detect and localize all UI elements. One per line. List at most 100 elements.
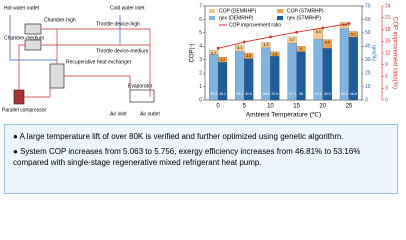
value-label: 32.6 <box>271 92 278 96</box>
figure: Hot water outlet Cold water inlet Chambe… <box>2 3 397 119</box>
legend-label: COP improvement ratio <box>229 22 281 28</box>
text-box: ● A large temperature lift of over 80K i… <box>4 124 398 194</box>
tick-label: 60 <box>365 17 371 23</box>
label: Hot water outlet <box>4 5 40 11</box>
legend-label: ηex (DEMRHP) <box>219 15 254 21</box>
tick-label: 18 <box>385 27 391 33</box>
label: Chamber-medium <box>4 35 44 41</box>
value-label: 4.5 <box>325 41 330 45</box>
y-axis-label: COP(-) <box>190 44 196 63</box>
x-tick-label: 0 <box>216 104 220 110</box>
bar <box>322 48 332 101</box>
diagram <box>9 15 155 105</box>
bar <box>313 39 323 101</box>
value-label: 42.3 <box>289 92 296 96</box>
tick-label: 15 <box>385 39 391 45</box>
label: Throttle device-medium <box>96 48 148 54</box>
tick-label: 6 <box>385 74 388 80</box>
compressor-box <box>13 89 25 105</box>
bullet-text: A large temperature lift of over 80K is … <box>19 132 344 141</box>
legend-swatch <box>209 9 215 13</box>
legend-label: COP (STMRHP) <box>287 8 324 14</box>
value-label: 38.8 <box>262 92 269 96</box>
recuperator-box <box>49 63 65 89</box>
legend-swatch <box>277 16 283 20</box>
legend-swatch <box>277 9 283 13</box>
tick-label: 24 <box>385 3 391 9</box>
evaporator-box <box>129 89 155 103</box>
value-label: 3.5 <box>246 54 251 58</box>
bar <box>244 58 254 101</box>
label: Air outlet <box>140 111 160 117</box>
bullet-text: System COP increases from 5.063 to 5.756… <box>13 147 361 167</box>
value-label: 5.1 <box>351 32 356 36</box>
value-label: 38.5 <box>324 92 331 96</box>
x-tick-label: 25 <box>346 104 353 110</box>
label: Recuperative heat exchanger <box>66 59 132 65</box>
tick-label: 21 <box>385 15 391 21</box>
value-label: 5.3 <box>316 30 321 34</box>
page: Hot water outlet Cold water inlet Chambe… <box>2 3 398 194</box>
value-label: 3.6 <box>272 53 277 57</box>
value-label: 3.7 <box>211 51 216 55</box>
point <box>347 22 351 26</box>
chamber-high-box <box>24 23 42 35</box>
x-tick-label: 15 <box>293 104 300 110</box>
point <box>216 46 220 50</box>
diagram-labels: Hot water outlet Cold water inlet Chambe… <box>2 5 160 117</box>
pipes <box>18 28 151 98</box>
chamber-medium-box <box>24 39 42 51</box>
label: Air inlet <box>110 111 127 117</box>
bar <box>348 37 358 101</box>
x-tick-label: 5 <box>243 104 247 110</box>
point <box>242 40 246 44</box>
y3-axis-label: COP improvement ratio(%) <box>391 17 397 89</box>
legend-label: COP (DEMRHP) <box>219 8 256 14</box>
tick-label: 9 <box>385 62 388 68</box>
value-label: 46.8 <box>350 92 357 96</box>
tick-label: 7 <box>199 3 202 9</box>
value-label: 36.2 <box>236 92 243 96</box>
tick-label: 12 <box>385 50 391 56</box>
x-tick-label: 10 <box>267 104 274 110</box>
value-label: 33.8 <box>210 92 217 96</box>
tick-label: 10 <box>365 84 371 90</box>
point <box>321 26 325 30</box>
line <box>217 23 349 49</box>
label: Chamber-high <box>44 17 76 23</box>
label: Cold water inlet <box>110 5 145 11</box>
tick-label: 0 <box>199 97 202 103</box>
bullet: ● System COP increases from 5.063 to 5.7… <box>13 147 361 167</box>
tick-label: 3 <box>385 86 388 92</box>
value-label: 4.3 <box>263 43 268 47</box>
value-label: 3.2 <box>220 58 225 62</box>
value-label: 53.2 <box>341 92 348 96</box>
tick-label: 70 <box>365 3 371 9</box>
bar <box>296 51 306 101</box>
bullet: ● A large temperature lift of over 80K i… <box>13 132 344 141</box>
tick-label: 40 <box>365 44 371 50</box>
bar <box>217 62 228 101</box>
y2-axis-label: ηex(%) <box>371 45 377 61</box>
point <box>295 30 298 34</box>
tick-label: 0 <box>385 97 388 103</box>
value-label: 30.8 <box>245 92 252 96</box>
tick-label: 4 <box>199 44 202 50</box>
bar <box>339 28 350 101</box>
tick-label: 50 <box>365 30 371 36</box>
point <box>269 35 272 39</box>
value-label: 5.8 <box>342 23 347 27</box>
tick-label: 5 <box>199 30 202 36</box>
value-label: 28.1 <box>219 92 226 96</box>
tick-label: 3 <box>199 57 202 63</box>
x-axis-label: Ambient Temperature (℃) <box>246 112 321 119</box>
label: Evaporator <box>128 83 153 89</box>
plot-frame <box>204 5 363 101</box>
tick-label: 6 <box>199 17 202 23</box>
tick-label: 1 <box>199 84 202 90</box>
tick-label: 0 <box>365 97 368 103</box>
x-tick-label: 20 <box>319 104 326 110</box>
water-pipes <box>9 15 121 61</box>
legend-swatch <box>209 16 215 20</box>
legend-label: ηex (STMRHP) <box>287 15 321 21</box>
